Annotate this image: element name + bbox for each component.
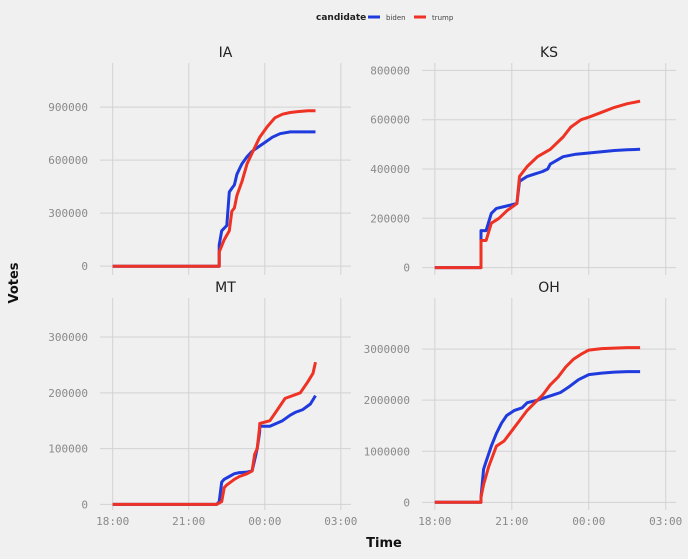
y-tick-label: 100000: [48, 443, 88, 456]
panel-mt: 0 100000 200000 300000 18:00 21:00 00:00 03:00 M…: [48, 280, 357, 528]
x-axis-title: Time: [366, 536, 402, 551]
x-tick-label: 00:00: [248, 515, 281, 528]
y-tick-label: 200000: [48, 387, 88, 400]
y-tick-label: 300000: [48, 207, 88, 220]
legend: candidate biden trump: [316, 13, 454, 23]
y-tick-label: 300000: [48, 331, 88, 344]
series-line-biden: [112, 130, 316, 268]
x-tick-label: 03:00: [649, 515, 682, 528]
x-tick-label: 03:00: [324, 515, 357, 528]
y-tick-label: 3000000: [364, 343, 410, 356]
y-tick-label: 1000000: [364, 445, 410, 458]
y-tick-label: 0: [403, 496, 410, 509]
facet-title: IA: [219, 45, 233, 61]
panel-ia: 0 300000 600000 900000 IA: [48, 45, 351, 275]
legend-label-trump: trump: [432, 14, 454, 22]
y-tick-label: 0: [403, 262, 410, 275]
facet-title: KS: [540, 45, 558, 61]
y-tick-label: 0: [81, 260, 88, 273]
y-axis-title: Votes: [7, 262, 22, 303]
x-tick-label: 18:00: [418, 515, 451, 528]
y-tick-label: 600000: [370, 114, 410, 127]
facet-title: OH: [538, 280, 560, 296]
series-line-biden: [434, 147, 641, 270]
y-tick-label: 2000000: [364, 394, 410, 407]
x-tick-label: 21:00: [172, 515, 205, 528]
series-line-trump: [434, 346, 641, 504]
series-line-trump: [112, 109, 316, 268]
series-line-trump: [112, 361, 317, 506]
y-tick-label: 400000: [370, 163, 410, 176]
y-tick-label: 600000: [48, 154, 88, 167]
legend-title: candidate: [316, 13, 366, 23]
series-line-biden: [112, 394, 317, 506]
y-tick-label: 0: [81, 498, 88, 511]
y-tick-label: 200000: [370, 212, 410, 225]
panel-oh: 0 1000000 2000000 3000000 18:00 21:00 00:00 03:…: [364, 280, 683, 528]
series-line-trump: [434, 99, 641, 270]
series-line-biden: [434, 370, 641, 504]
facet-title: MT: [215, 280, 236, 296]
x-tick-label: 00:00: [572, 515, 605, 528]
y-tick-label: 800000: [370, 64, 410, 77]
x-tick-label: 21:00: [495, 515, 528, 528]
legend-label-biden: biden: [386, 14, 406, 22]
panel-ks: 0 200000 400000 600000 800000 KS: [370, 45, 676, 275]
y-tick-label: 900000: [48, 101, 88, 114]
x-tick-label: 18:00: [96, 515, 129, 528]
